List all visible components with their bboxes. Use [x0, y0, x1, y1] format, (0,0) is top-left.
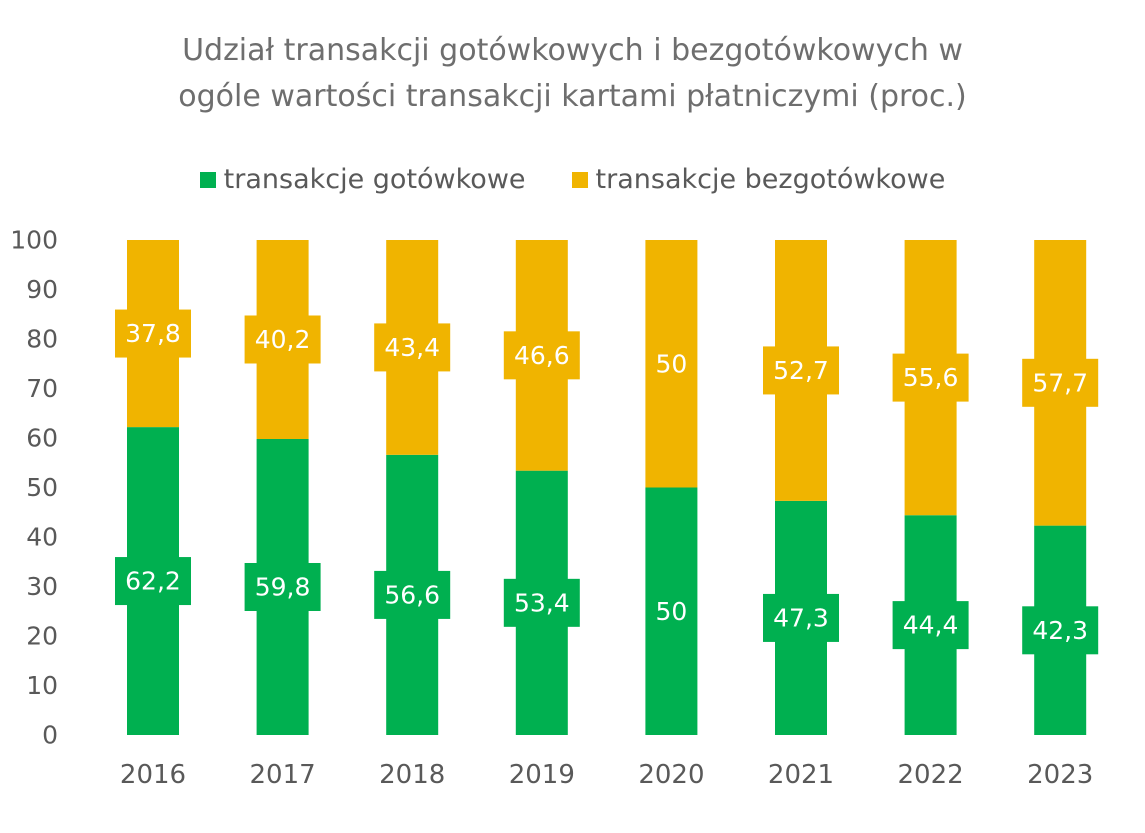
- data-label-box: [763, 346, 839, 395]
- data-label-box: [115, 557, 191, 606]
- data-label: 53,4: [514, 588, 570, 617]
- legend-swatch-cash: [199, 171, 216, 188]
- data-label: 46,6: [514, 341, 570, 370]
- data-label: 37,8: [125, 319, 181, 348]
- data-label: 59,8: [255, 572, 311, 601]
- data-label: 40,2: [255, 325, 311, 354]
- legend-label-cash: transakcje gotówkowe: [223, 164, 526, 195]
- data-label-box: [115, 309, 191, 358]
- data-label-box: [649, 587, 694, 636]
- data-label: 56,6: [384, 580, 440, 609]
- data-label-box: [892, 601, 969, 650]
- y-tick-label: 80: [26, 325, 58, 354]
- x-tick-label: 2021: [768, 760, 834, 790]
- x-tick-label: 2019: [509, 760, 575, 790]
- y-tick-label: 0: [42, 721, 58, 750]
- data-label: 55,6: [903, 363, 959, 392]
- y-tick-label: 40: [26, 523, 58, 552]
- x-tick-label: 2022: [898, 760, 964, 790]
- legend-label-cashless: transakcje bezgotówkowe: [595, 164, 946, 195]
- y-tick-label: 70: [26, 374, 58, 403]
- data-label-box: [1022, 606, 1099, 655]
- x-tick-label: 2017: [250, 760, 316, 790]
- chart-title-line-1: Udział transakcji gotówkowych i bezgotów…: [182, 33, 963, 68]
- data-label-box: [503, 331, 580, 380]
- y-tick-label: 20: [26, 622, 58, 651]
- y-tick-label: 90: [26, 275, 58, 304]
- data-label: 50: [655, 597, 687, 626]
- data-label: 47,3: [773, 603, 829, 632]
- data-label: 52,7: [773, 356, 829, 385]
- data-label: 57,7: [1032, 368, 1088, 397]
- x-tick-label: 2018: [379, 760, 445, 790]
- data-label-box: [244, 315, 321, 364]
- data-label-box: [374, 323, 451, 372]
- data-label: 44,4: [903, 611, 959, 640]
- legend-item-cashless: transakcje bezgotówkowe: [571, 164, 946, 195]
- data-label: 62,2: [125, 567, 181, 596]
- chart-title: Udział transakcji gotówkowych i bezgotów…: [0, 28, 1145, 120]
- data-label-box: [649, 339, 694, 388]
- legend-swatch-cashless: [571, 171, 588, 188]
- data-label-box: [503, 578, 580, 627]
- y-tick-label: 10: [26, 671, 58, 700]
- legend-item-cash: transakcje gotówkowe: [199, 164, 526, 195]
- y-tick-label: 30: [26, 572, 58, 601]
- data-label-box: [892, 353, 969, 402]
- x-tick-label: 2023: [1027, 760, 1093, 790]
- data-label: 43,4: [384, 333, 440, 362]
- data-label: 50: [655, 349, 687, 378]
- x-tick-label: 2016: [120, 760, 186, 790]
- data-label-box: [1022, 358, 1099, 407]
- y-tick-label: 50: [26, 473, 58, 502]
- data-label-box: [763, 593, 839, 642]
- data-label: 42,3: [1032, 616, 1088, 645]
- y-tick-label: 60: [26, 424, 58, 453]
- chart-title-line-2: ogóle wartości transakcji kartami płatni…: [178, 79, 967, 114]
- data-label-box: [374, 570, 451, 619]
- data-label-box: [244, 562, 321, 611]
- y-tick-label: 100: [10, 226, 58, 255]
- x-tick-label: 2020: [638, 760, 704, 790]
- chart-legend: transakcje gotówkowe transakcje bezgotów…: [0, 164, 1145, 195]
